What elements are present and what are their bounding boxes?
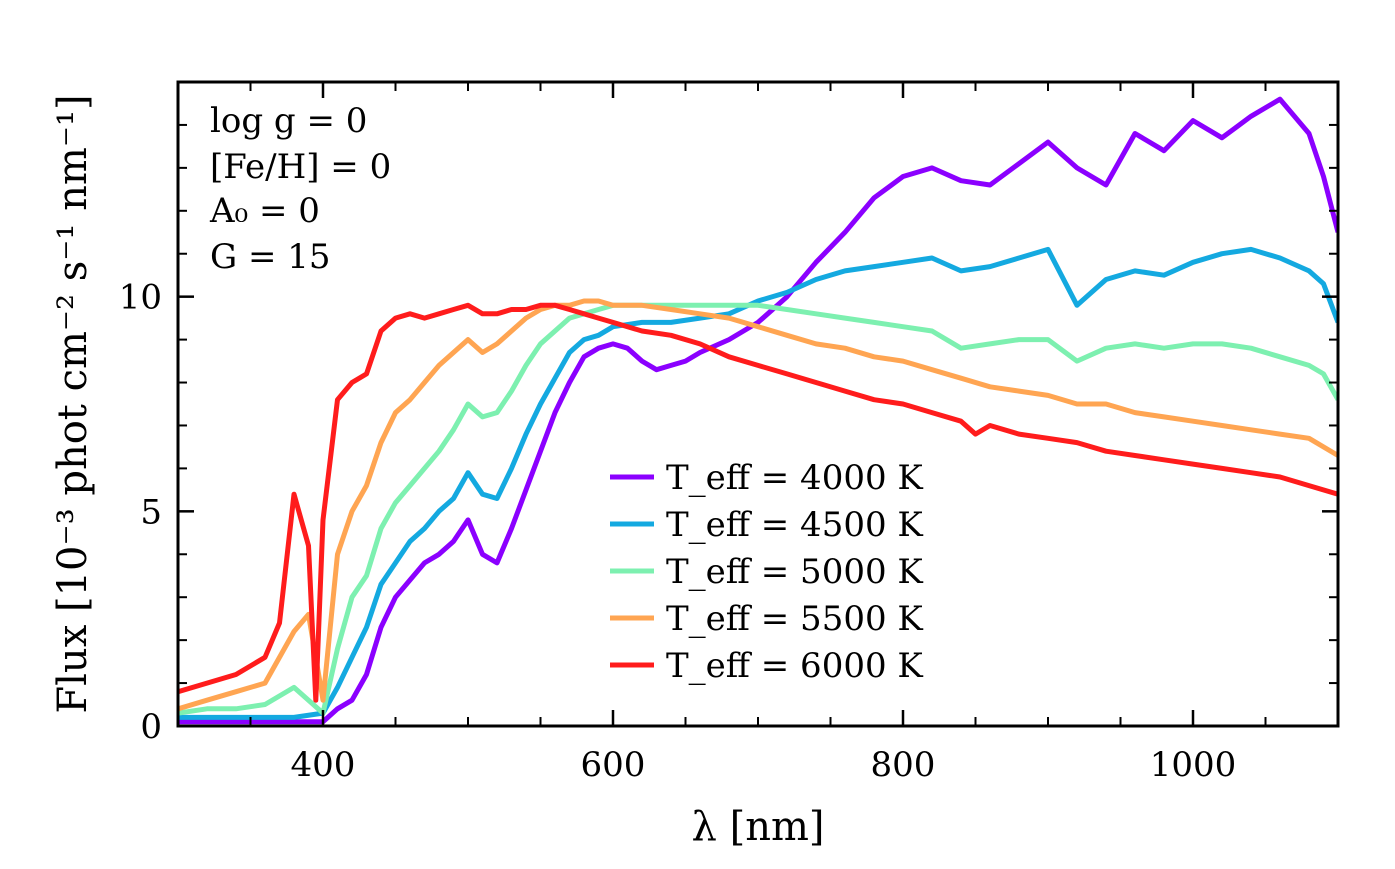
legend-label-3: T_eff = 5500 K	[666, 599, 923, 639]
annotation-a0: A₀ = 0	[209, 191, 320, 231]
legend-label-4: T_eff = 6000 K	[666, 646, 923, 686]
annotation-logg: log g = 0	[210, 101, 367, 141]
legend-label-2: T_eff = 5000 K	[666, 552, 923, 592]
annotation-block: log g = 0 [Fe/H] = 0 A₀ = 0 G = 15	[209, 101, 391, 277]
legend: T_eff = 4000 K T_eff = 4500 K T_eff = 5000…	[610, 458, 923, 686]
series-line-0	[178, 96, 1338, 725]
y-axis-label: Flux [10⁻³ phot cm⁻² s⁻¹ nm⁻¹]	[50, 94, 96, 713]
legend-label-0: T_eff = 4000 K	[666, 458, 923, 498]
x-axis-label: λ [nm]	[692, 804, 825, 850]
x-tick-label: 800	[871, 745, 936, 785]
y-tick-label: 5	[140, 492, 162, 532]
annotation-g: G = 15	[210, 237, 331, 277]
tick-layer: 400 600 800 1000 0 5 10	[119, 82, 1338, 785]
series-line-4	[178, 302, 1338, 703]
y-tick-label: 0	[140, 707, 162, 747]
x-tick-label: 600	[581, 745, 646, 785]
legend-label-1: T_eff = 4500 K	[666, 505, 923, 545]
series-line-3	[178, 298, 1338, 712]
x-tick-label: 1000	[1150, 745, 1237, 785]
series-layer	[178, 96, 1338, 725]
y-tick-label: 10	[119, 278, 162, 318]
x-tick-label: 400	[291, 745, 356, 785]
annotation-feh: [Fe/H] = 0	[210, 147, 391, 187]
